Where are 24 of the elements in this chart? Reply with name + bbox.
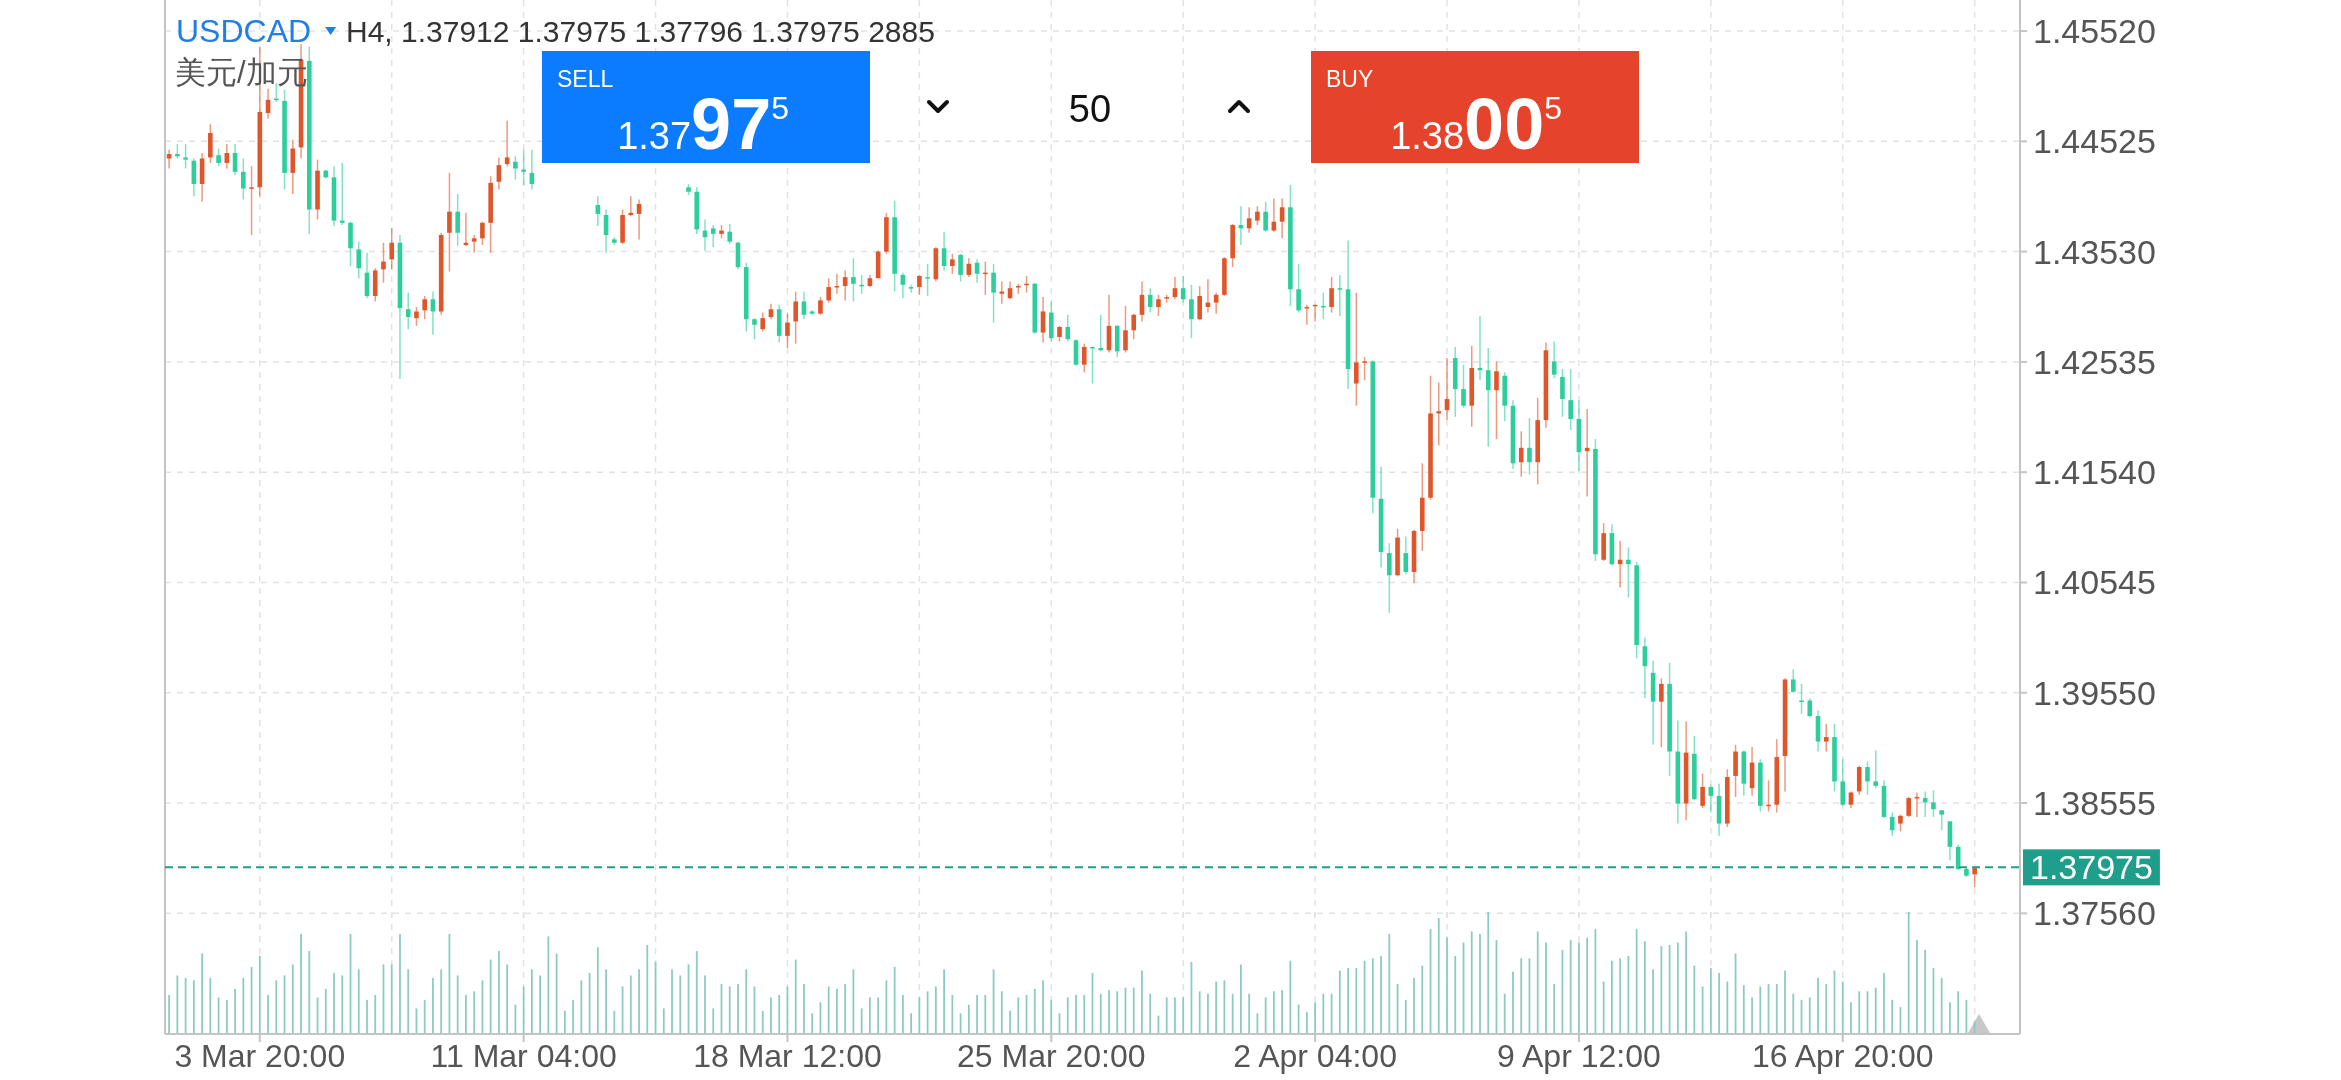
chart-title: USDCAD <box>176 13 312 49</box>
y-tick-label: 1.39550 <box>2033 673 2156 712</box>
y-tick-label: 1.45520 <box>2033 12 2156 51</box>
x-tick-label: 18 Mar 12:00 <box>693 1038 882 1074</box>
y-tick-label: 1.42535 <box>2033 342 2156 381</box>
y-tick-label: 1.44525 <box>2033 122 2156 161</box>
annotation: BUY <box>1326 66 1374 92</box>
y-tick-label: 1.37560 <box>2033 894 2156 933</box>
x-tick-label: 16 Apr 20:00 <box>1752 1038 1934 1074</box>
y-tick-label: 1.38555 <box>2033 784 2156 823</box>
ref-line-label: 1.37975 <box>2030 848 2153 887</box>
y-tick-label: 1.40545 <box>2033 563 2156 602</box>
x-tick-label: 3 Mar 20:00 <box>174 1038 346 1074</box>
annotation: H4, 1.37912 1.37975 1.37796 1.37975 2885 <box>346 15 935 48</box>
x-tick-label: 11 Mar 04:00 <box>430 1038 617 1074</box>
x-tick-label: 25 Mar 20:00 <box>957 1038 1146 1074</box>
x-tick-label: 9 Apr 12:00 <box>1497 1038 1661 1074</box>
x-tick-label: 2 Apr 04:00 <box>1233 1038 1397 1074</box>
y-tick-label: 1.43530 <box>2033 232 2156 271</box>
y-tick-label: 1.41540 <box>2033 453 2156 492</box>
candlestick <box>908 284 914 294</box>
annotation: 50 <box>1068 88 1112 130</box>
annotation: SELL <box>557 66 614 92</box>
candlestick <box>471 234 477 254</box>
